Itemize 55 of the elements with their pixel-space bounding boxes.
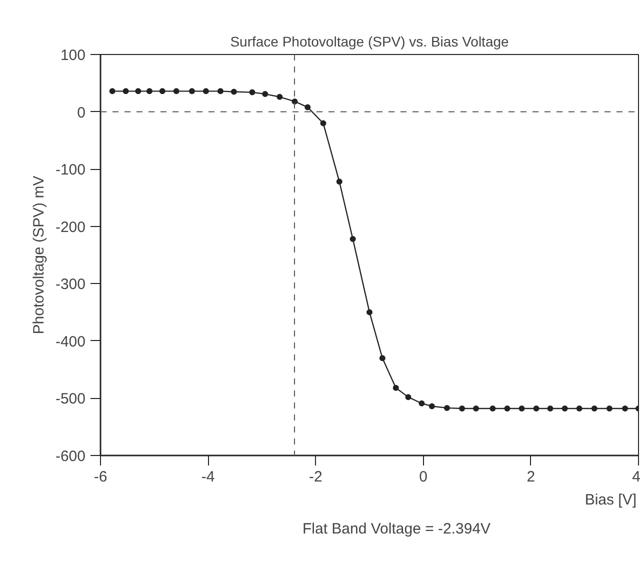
point [504,406,510,412]
ref-line-label: Flat Band Voltage = -2.394V [302,520,491,538]
x-tick-label: -4 [201,468,215,486]
point [146,88,152,94]
point [336,178,342,185]
y-tick-label: -100 [55,162,86,179]
point [591,406,598,412]
point [547,406,554,412]
x-axis-title: Bias [V] [584,492,636,508]
x-tick-label: 4 [632,468,640,486]
point [533,406,540,412]
point [217,88,224,94]
y-tick-label: -500 [55,390,86,408]
point [518,406,525,412]
point [606,406,612,412]
point [459,406,466,412]
point [473,406,480,412]
point [109,88,116,94]
y-tick-label: 100 [60,47,86,64]
point [428,403,435,410]
point [135,88,142,94]
y-tick-label: -200 [55,218,86,236]
point [188,88,195,94]
point [490,406,496,412]
point [262,91,268,98]
point [350,236,356,242]
chart-title: Surface Photovoltage (SPV) vs. Bias Voltage [230,34,510,50]
point [392,384,399,391]
point [202,88,209,94]
y-tick-label: -600 [55,448,86,465]
point [292,98,298,104]
point [249,89,256,96]
point [562,406,568,412]
point [418,400,425,406]
point [576,406,582,412]
x-tick-label: 0 [419,468,428,486]
x-tick-label: -6 [94,468,108,486]
point [122,88,129,94]
x-tick-label: 2 [526,468,536,486]
point [405,394,412,400]
y-axis-title: Photovoltage (SPV) mV [30,176,48,334]
y-tick-label: 0 [77,104,86,122]
point [379,355,386,362]
x-tick-label: -2 [309,468,322,486]
y-tick-label: -300 [55,276,86,294]
point [304,104,311,110]
point [320,120,326,126]
point [622,406,628,412]
y-tick-label: -400 [55,333,86,350]
point [276,94,283,100]
point [173,88,180,94]
point [366,309,372,316]
point [159,88,166,94]
point [444,404,450,411]
point [230,88,237,95]
